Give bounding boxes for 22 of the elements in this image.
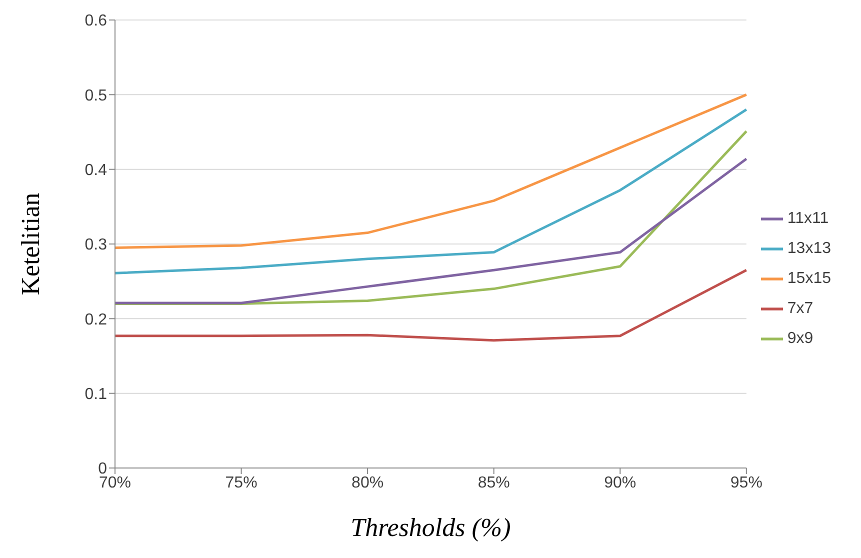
x-tick-label: 75% [225, 474, 258, 492]
y-tick-label: 0.1 [84, 386, 108, 404]
legend-label: 7x7 [787, 300, 814, 317]
x-tick-label: 95% [730, 474, 762, 492]
y-tick-label: 0.3 [84, 236, 108, 254]
line-series [114, 268, 748, 342]
line-series [114, 93, 748, 249]
x-axis-title: Thresholds (%) [350, 513, 511, 542]
line-series [114, 158, 748, 304]
legend-label: 11x11 [787, 210, 829, 227]
x-tick-label: 80% [352, 474, 384, 492]
y-tick-label: 0.2 [84, 311, 108, 328]
y-tick-label: 0.5 [84, 87, 108, 104]
y-tick-label: 0.4 [84, 162, 108, 180]
legend-label: 15x15 [787, 270, 831, 287]
line-series [114, 108, 748, 274]
legend-label: 13x13 [787, 240, 831, 257]
x-tick-label: 90% [604, 474, 636, 492]
y-axis-title: Ketelitian [16, 192, 46, 296]
legend-label: 9x9 [787, 330, 814, 347]
x-tick-label: 85% [478, 474, 510, 492]
y-tick-label: 0.6 [84, 12, 108, 30]
